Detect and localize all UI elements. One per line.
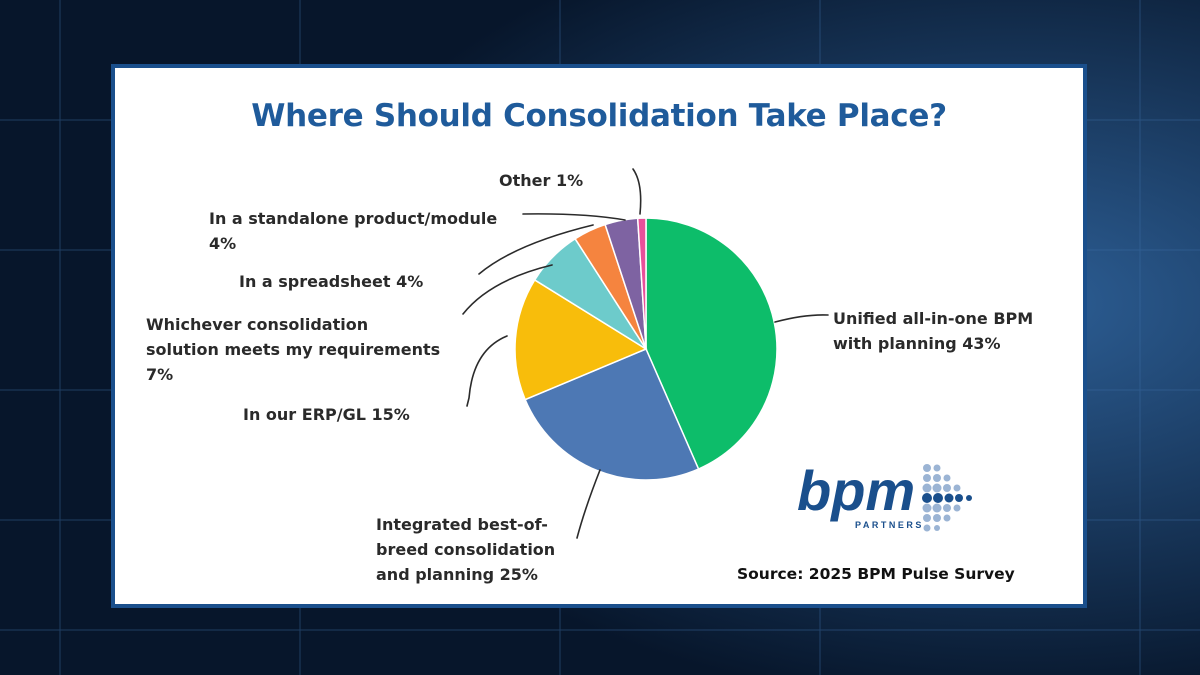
label-line: Whichever consolidation [146, 315, 369, 334]
label-line: In a spreadsheet 4% [239, 272, 424, 291]
leader-line-standalone [522, 213, 626, 221]
label-spreadsheet: In a spreadsheet 4% [239, 269, 423, 294]
label-line: solution meets my requirements [146, 340, 441, 359]
label-whichever: Whichever consolidation solution meets m… [146, 312, 440, 387]
leader-line-whichever [462, 264, 553, 315]
pie-chart [462, 168, 829, 539]
label-line: Other 1% [499, 171, 584, 190]
pie-slice-other [636, 217, 647, 350]
leader-line-other [632, 168, 642, 215]
label-unified: Unified all-in-one BPM with planning 43% [833, 306, 1033, 356]
pie-slice-erp [514, 278, 648, 401]
logo-wordmark: bpm [797, 459, 915, 522]
leader-lines [462, 168, 829, 539]
logo-subtitle: PARTNERS [855, 520, 924, 530]
label-standalone: In a standalone product/module 4% [209, 206, 497, 256]
label-line: and planning 25% [376, 565, 538, 584]
leader-line-erp [466, 335, 508, 407]
label-line: 4% [209, 234, 237, 253]
leader-line-unified [774, 314, 829, 323]
leader-line-integrated [576, 469, 601, 539]
label-line: Integrated best-of- [376, 515, 548, 534]
label-line: breed consolidation [376, 540, 556, 559]
label-integrated: Integrated best-of- breed consolidation … [376, 512, 555, 587]
leader-line-spreadsheet [478, 224, 594, 275]
label-line: with planning 43% [833, 334, 1001, 353]
chart-title: Where Should Consolidation Take Place? [251, 98, 947, 134]
pie-slices [514, 217, 778, 481]
label-line: In a standalone product/module [209, 209, 498, 228]
label-erp: In our ERP/GL 15% [243, 402, 410, 427]
source-note: Source: 2025 BPM Pulse Survey [737, 565, 1015, 583]
chart-card: Where Should Consolidation Take Place? U… [111, 64, 1087, 608]
label-line: Unified all-in-one BPM [833, 309, 1034, 328]
bpm-partners-logo: bpm PARTNERS [797, 459, 972, 532]
label-line: 7% [146, 365, 174, 384]
label-other: Other 1% [499, 168, 583, 193]
logo-dot-grid [922, 464, 972, 532]
label-line: In our ERP/GL 15% [243, 405, 410, 424]
